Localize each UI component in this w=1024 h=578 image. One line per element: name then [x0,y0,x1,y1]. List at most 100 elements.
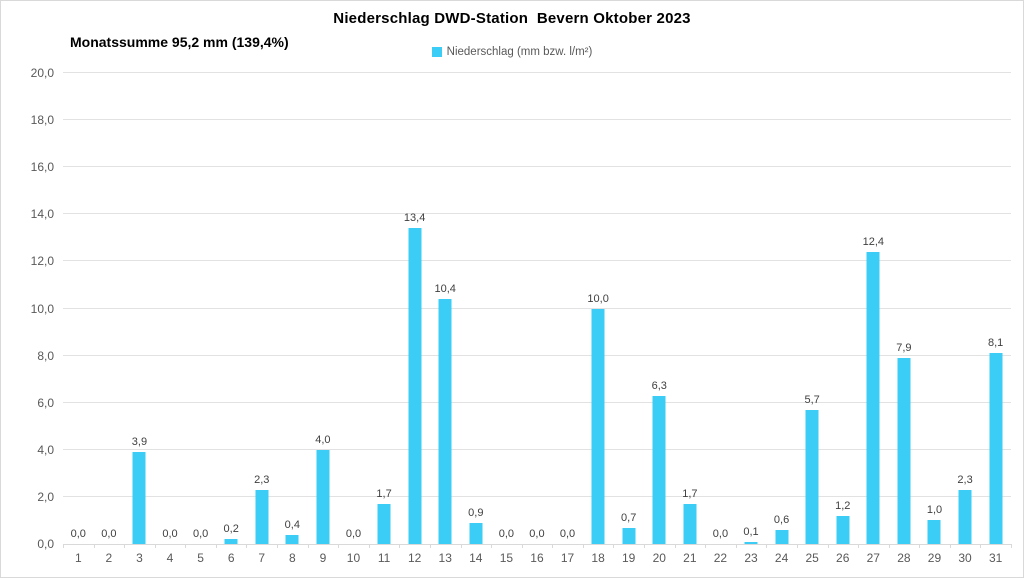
bar-value-label: 7,9 [896,341,912,354]
bar [224,539,238,544]
bar-value-label: 4,0 [315,433,331,446]
y-axis-tick-label: 4,0 [37,442,54,457]
x-axis-tick-label: 3 [136,551,143,565]
category-column: 7,9 28 [889,73,920,565]
x-axis-tick [215,544,217,548]
x-axis-tick-label: 21 [683,551,697,565]
bar-value-label: 0,0 [498,528,515,540]
category-column: 12,4 27 [858,73,889,565]
x-axis-tick-label: 19 [622,551,636,565]
x-axis-tick [766,544,768,548]
bar-value-label: 0,0 [559,528,576,540]
x-axis-tick-label: 10 [346,551,361,565]
x-axis-tick [460,544,462,548]
category-column: 0,0 4 [155,73,186,565]
x-axis-tick-label: 9 [319,551,327,565]
x-axis-tick [491,544,493,548]
category-column: 0,0 22 [705,73,736,565]
bar [469,522,483,544]
x-axis-tick-label: 4 [166,551,174,565]
x-axis-tick [63,544,64,548]
bar [683,503,697,544]
bar [622,527,636,544]
category-column: 0,6 24 [766,73,797,565]
bar-value-label: 1,7 [376,487,392,500]
category-column: 8,1 31 [980,73,1011,565]
category-column: 0,0 1 [63,73,94,565]
bar [805,409,819,544]
category-column: 4,0 9 [308,73,339,565]
bar-value-label: 10,0 [587,292,609,305]
category-column: 0,0 5 [185,73,216,565]
x-axis-tick [888,544,890,548]
bar-value-label: 0,0 [162,528,178,540]
plot-area: 0,0 2,0 4,0 6,0 8,0 10,0 12,0 14,0 16,0 18,0 20,0 0… [31,66,1012,566]
bar-value-label: 1,7 [682,487,698,500]
x-axis-tick-label: 18 [591,551,605,565]
y-axis-tick-label: 18,0 [30,113,54,128]
bar-value-label: 8,1 [987,337,1004,350]
x-axis-tick [368,544,370,548]
category-column: 10,0 18 [583,73,614,566]
x-axis-tick [1011,544,1012,548]
category-column: 1,7 21 [675,73,706,565]
bar-value-label: 0,0 [101,528,117,540]
legend: Niederschlag (mm bzw. l/m²) [1,46,1023,58]
bar-value-label: 0,4 [284,518,300,531]
bar-value-label: 0,9 [468,506,484,519]
category-column: 5,7 25 [797,73,828,565]
bar-value-label: 0,2 [223,523,239,536]
x-axis-tick [124,544,126,548]
category-column: 6,3 20 [644,73,675,565]
x-axis-tick [552,544,554,548]
category-column: 0,0 2 [94,73,125,565]
category-column: 1,2 26 [827,73,858,565]
x-axis-tick-label: 14 [469,551,483,565]
x-axis-tick-label: 22 [713,551,728,565]
x-axis-tick-label: 13 [438,551,452,565]
bar [927,520,941,544]
y-axis-tick-label: 14,0 [30,207,54,222]
bar [958,489,972,544]
x-axis-tick-label: 30 [958,551,972,565]
bar [775,529,789,544]
x-axis-tick [521,544,523,548]
category-column: 13,4 12 [399,73,430,565]
gridline [63,495,1011,497]
category-column: 1,7 11 [369,73,400,565]
gridline [63,260,1011,262]
legend-label: Niederschlag (mm bzw. l/m²) [446,46,593,58]
y-axis-tick-label: 8,0 [37,348,54,363]
gridline [63,354,1011,356]
x-axis-tick-label: 26 [836,551,850,565]
bar-value-label: 1,0 [926,504,943,517]
bar [132,452,146,544]
gridline [63,448,1011,450]
bar-value-label: 0,0 [192,528,209,540]
bar-value-label: 0,7 [621,511,637,524]
x-axis-tick [796,544,798,548]
bar [377,503,391,544]
x-axis-tick [154,544,156,548]
category-column: 0,0 16 [522,73,553,565]
bar-value-label: 0,0 [712,528,729,540]
bar [438,299,452,544]
gridline [63,213,1011,215]
x-axis-tick [613,544,615,548]
category-column: 0,9 14 [461,73,492,565]
bar [408,228,422,544]
x-axis-tick [705,544,707,548]
bar [897,357,911,544]
x-axis-tick-label: 5 [197,551,204,565]
bar [866,251,880,544]
y-axis-tick-label: 0,0 [37,537,54,551]
x-axis-tick-label: 6 [227,551,235,565]
x-axis-tick [674,544,676,548]
x-axis-tick [980,544,982,548]
bar-value-label: 12,4 [862,235,885,248]
x-axis-tick-label: 12 [407,551,422,565]
y-axis-tick-label: 10,0 [30,301,54,316]
category-column: 0,0 10 [338,73,369,565]
bar [316,449,330,544]
bar [836,515,850,544]
